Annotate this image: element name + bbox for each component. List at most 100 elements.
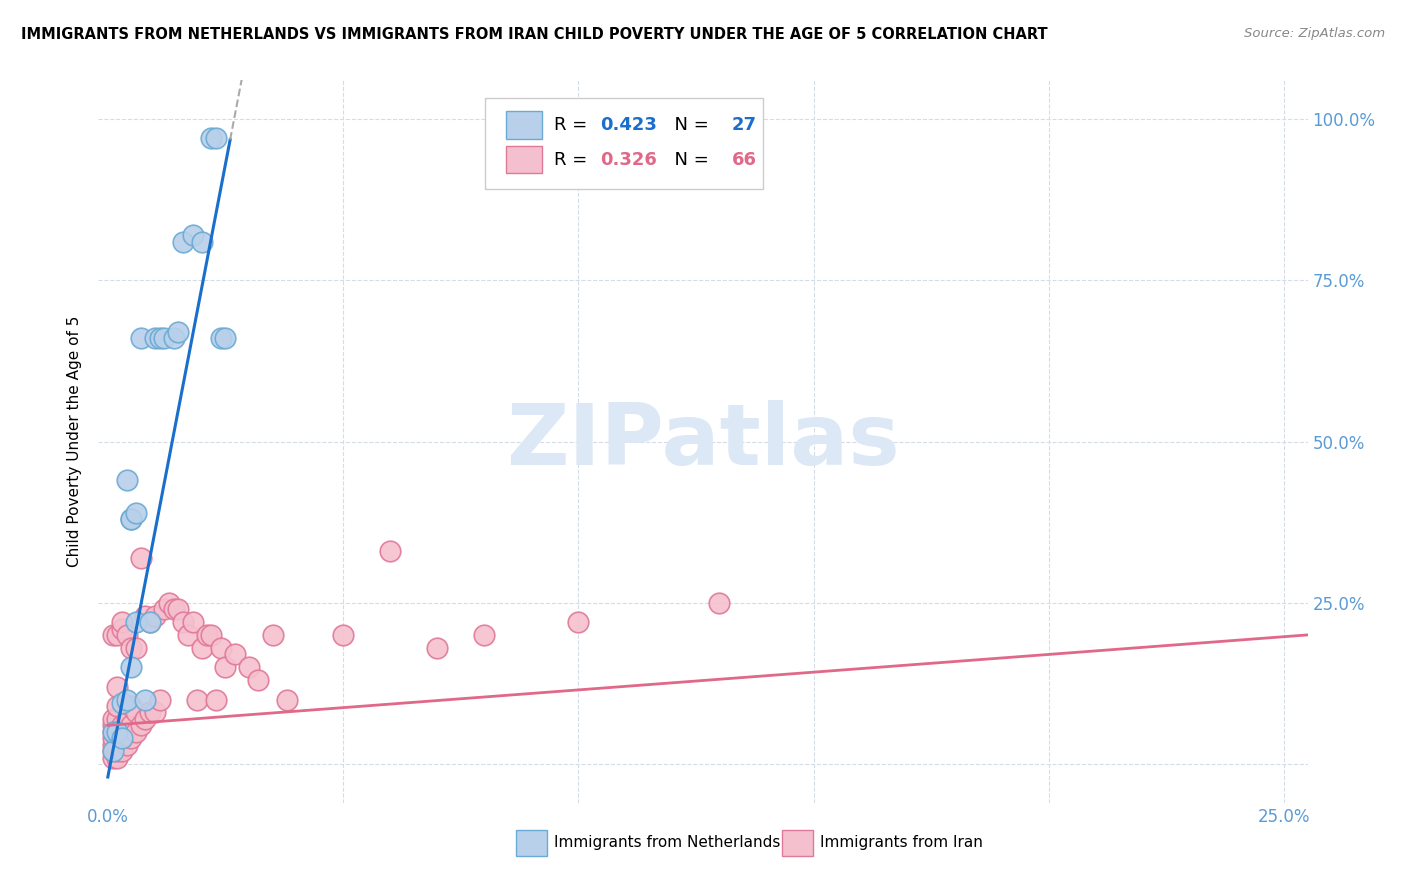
Point [125, 706, 148, 720]
Point [205, 692, 228, 706]
Point [139, 615, 162, 630]
Point [149, 331, 172, 345]
Point [139, 706, 162, 720]
Point [101, 731, 124, 746]
Point [181, 228, 204, 243]
Point [224, 648, 246, 662]
Point [172, 235, 194, 249]
Text: 0.423: 0.423 [600, 116, 657, 134]
Point [191, 640, 214, 655]
Text: N =: N = [664, 116, 714, 134]
Point [105, 738, 128, 752]
Point [120, 718, 142, 732]
Point [205, 131, 228, 145]
Point [238, 660, 260, 674]
Point [214, 660, 236, 674]
Point [129, 550, 152, 565]
Text: 66: 66 [733, 151, 756, 169]
Point [101, 718, 124, 732]
Point [143, 331, 166, 345]
Point [139, 615, 162, 630]
Text: IMMIGRANTS FROM NETHERLANDS VS IMMIGRANTS FROM IRAN CHILD POVERTY UNDER THE AGE : IMMIGRANTS FROM NETHERLANDS VS IMMIGRANT… [21, 27, 1047, 42]
Point [143, 706, 166, 720]
Point [105, 724, 128, 739]
Point [209, 331, 232, 345]
Point [111, 744, 134, 758]
Point [115, 724, 138, 739]
FancyBboxPatch shape [485, 98, 763, 189]
Text: 0.326: 0.326 [600, 151, 657, 169]
Point [125, 640, 148, 655]
Point [167, 602, 190, 616]
Point [111, 731, 134, 746]
Point [125, 724, 148, 739]
Point [177, 628, 200, 642]
Point [101, 750, 124, 764]
Point [111, 731, 134, 746]
Point [167, 325, 190, 339]
Point [172, 615, 194, 630]
Point [105, 744, 128, 758]
Text: 27: 27 [733, 116, 756, 134]
Point [115, 628, 138, 642]
Point [332, 628, 354, 642]
Point [426, 640, 449, 655]
Point [105, 712, 128, 726]
FancyBboxPatch shape [506, 112, 543, 139]
Y-axis label: Child Poverty Under the Age of 5: Child Poverty Under the Age of 5 [67, 316, 83, 567]
Point [709, 596, 731, 610]
Point [262, 628, 284, 642]
Point [163, 602, 186, 616]
Point [134, 712, 156, 726]
Point [200, 131, 222, 145]
Text: N =: N = [664, 151, 714, 169]
Point [115, 712, 138, 726]
Point [125, 615, 148, 630]
Point [378, 544, 401, 558]
Point [153, 602, 176, 616]
FancyBboxPatch shape [782, 830, 813, 855]
Point [111, 696, 134, 710]
Point [115, 738, 138, 752]
Point [120, 512, 142, 526]
Point [101, 712, 124, 726]
Point [143, 608, 166, 623]
Point [101, 724, 124, 739]
Text: Immigrants from Netherlands: Immigrants from Netherlands [554, 835, 780, 850]
Point [181, 615, 204, 630]
Point [101, 744, 124, 758]
Point [105, 628, 128, 642]
Point [472, 628, 495, 642]
Point [120, 731, 142, 746]
Point [214, 331, 236, 345]
Point [105, 699, 128, 714]
FancyBboxPatch shape [516, 830, 547, 855]
Point [111, 615, 134, 630]
Text: R =: R = [554, 116, 593, 134]
Text: R =: R = [554, 151, 593, 169]
Point [120, 699, 142, 714]
Point [149, 692, 172, 706]
Point [129, 331, 152, 345]
Point [120, 660, 142, 674]
Point [247, 673, 270, 688]
Point [105, 680, 128, 694]
FancyBboxPatch shape [506, 146, 543, 173]
Text: Source: ZipAtlas.com: Source: ZipAtlas.com [1244, 27, 1385, 40]
Text: ZIPatlas: ZIPatlas [506, 400, 900, 483]
Point [134, 692, 156, 706]
Point [111, 622, 134, 636]
Point [195, 628, 218, 642]
Point [120, 512, 142, 526]
Point [101, 738, 124, 752]
Point [567, 615, 589, 630]
Point [276, 692, 298, 706]
Point [186, 692, 208, 706]
Point [120, 640, 142, 655]
Point [191, 235, 214, 249]
Point [101, 628, 124, 642]
Point [157, 596, 180, 610]
Point [200, 628, 222, 642]
Point [163, 331, 186, 345]
Point [115, 473, 138, 487]
